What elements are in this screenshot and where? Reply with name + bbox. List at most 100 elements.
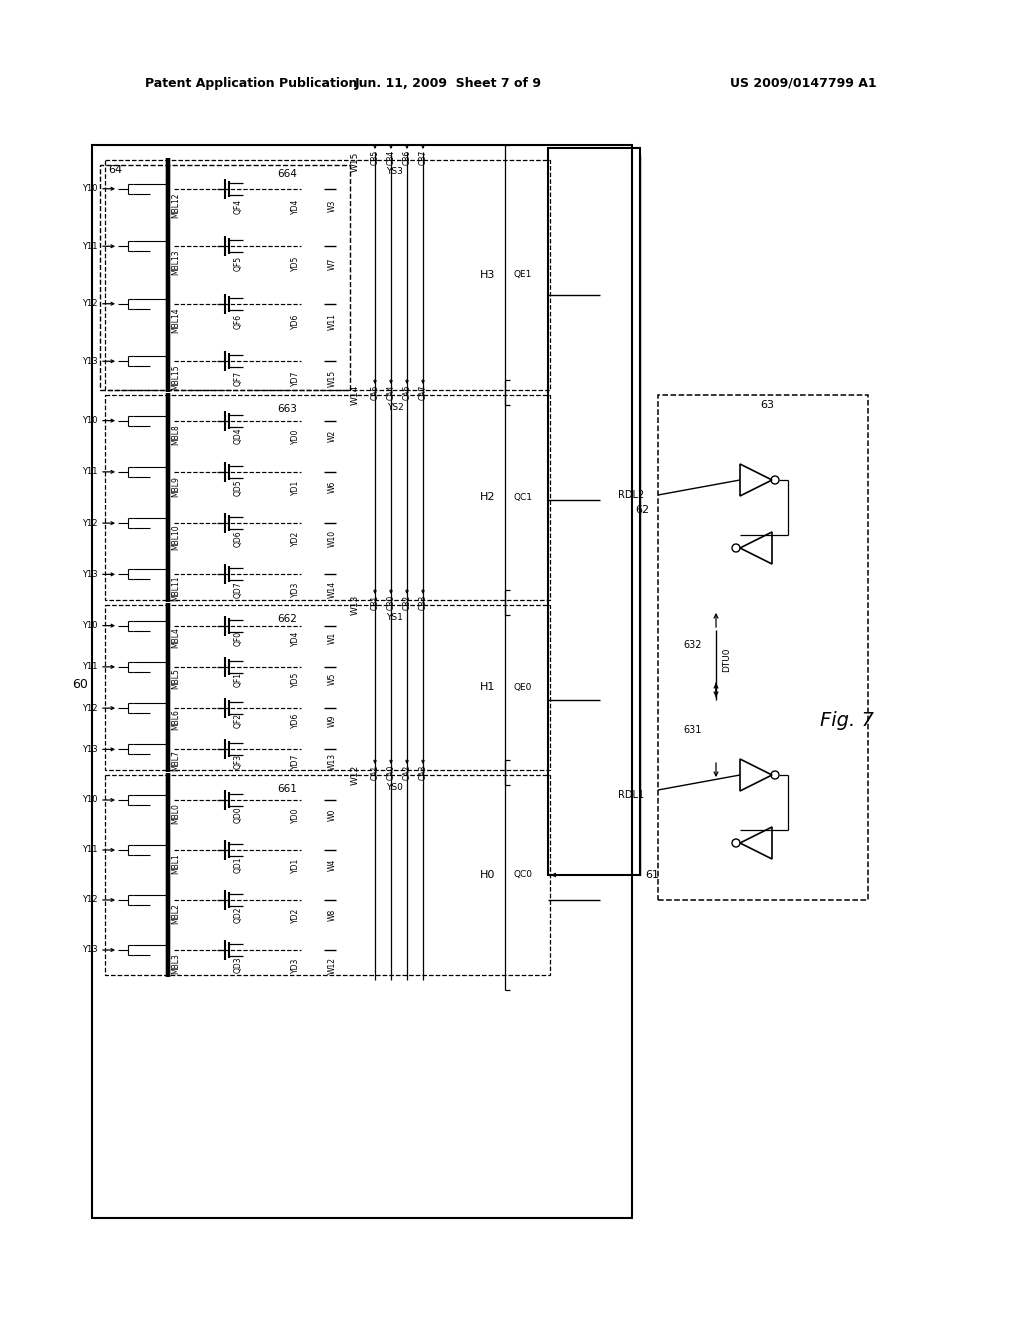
Text: QD0: QD0 (233, 807, 243, 824)
Text: YD5: YD5 (291, 672, 299, 686)
Text: W5: W5 (328, 673, 337, 685)
Text: QE0: QE0 (513, 682, 531, 692)
Text: CB6: CB6 (402, 149, 412, 165)
Text: YD7: YD7 (291, 754, 299, 770)
Text: Y12: Y12 (83, 300, 98, 309)
Text: CA5: CA5 (371, 384, 380, 400)
Text: W11: W11 (328, 313, 337, 330)
Text: Patent Application Publication: Patent Application Publication (145, 77, 357, 90)
Text: US 2009/0147799 A1: US 2009/0147799 A1 (730, 77, 877, 90)
Text: QF7: QF7 (233, 371, 243, 385)
Text: MBL15: MBL15 (171, 364, 180, 391)
Text: 60: 60 (72, 678, 88, 692)
Text: YD1: YD1 (291, 479, 299, 495)
Text: CB2: CB2 (402, 594, 412, 610)
Text: CA4: CA4 (386, 384, 395, 400)
Text: Y11: Y11 (83, 663, 98, 672)
Text: W13: W13 (350, 595, 359, 615)
Text: Fig. 7: Fig. 7 (820, 710, 873, 730)
Text: YD3: YD3 (291, 957, 299, 973)
Text: MBL2: MBL2 (171, 904, 180, 924)
Text: Y12: Y12 (83, 704, 98, 713)
Text: H2: H2 (480, 492, 496, 503)
Text: 663: 663 (278, 404, 297, 414)
Text: CA6: CA6 (402, 384, 412, 400)
Bar (658, 395, 868, 900)
Text: W9: W9 (328, 714, 337, 727)
Text: QC1: QC1 (513, 492, 532, 502)
Text: W12: W12 (328, 957, 337, 974)
Text: W0: W0 (328, 809, 337, 821)
Text: CA0: CA0 (386, 764, 395, 780)
Text: YS3: YS3 (387, 168, 403, 177)
Text: H3: H3 (480, 271, 496, 280)
Text: W2: W2 (328, 430, 337, 442)
Text: YD7: YD7 (291, 371, 299, 387)
Text: QF0: QF0 (233, 631, 243, 645)
Text: MBL8: MBL8 (171, 425, 180, 445)
Text: Jun. 11, 2009  Sheet 7 of 9: Jun. 11, 2009 Sheet 7 of 9 (354, 77, 542, 90)
Text: YD6: YD6 (291, 313, 299, 329)
Text: W8: W8 (328, 909, 337, 921)
Text: QF3: QF3 (233, 754, 243, 770)
Text: QF2: QF2 (233, 713, 243, 729)
Bar (92, 145, 632, 1218)
Text: Y13: Y13 (82, 570, 98, 579)
Text: CB4: CB4 (386, 149, 395, 165)
Text: MBL14: MBL14 (171, 308, 180, 333)
Text: QF5: QF5 (233, 256, 243, 271)
Text: Y13: Y13 (82, 744, 98, 754)
Text: YD4: YD4 (291, 198, 299, 214)
Text: W15: W15 (350, 152, 359, 172)
Text: MBL7: MBL7 (171, 751, 180, 771)
Text: 632: 632 (683, 640, 702, 649)
Text: W13: W13 (328, 754, 337, 771)
Text: Y10: Y10 (83, 416, 98, 425)
Bar (105, 775, 550, 975)
Text: Y13: Y13 (82, 356, 98, 366)
Text: W6: W6 (328, 480, 337, 494)
Text: W15: W15 (328, 370, 337, 387)
Text: Y12: Y12 (83, 895, 98, 904)
Text: H0: H0 (480, 870, 496, 880)
Bar (548, 148, 640, 875)
Text: DTU0: DTU0 (722, 648, 731, 672)
Text: MBL0: MBL0 (171, 804, 180, 825)
Text: YD1: YD1 (291, 858, 299, 873)
Text: QF6: QF6 (233, 313, 243, 329)
Text: W14: W14 (328, 581, 337, 598)
Text: CA7: CA7 (419, 384, 427, 400)
Text: MBL1: MBL1 (171, 854, 180, 874)
Text: W10: W10 (328, 529, 337, 546)
Text: 63: 63 (760, 400, 774, 411)
Text: YD0: YD0 (291, 808, 299, 822)
Text: 64: 64 (108, 165, 122, 176)
Text: MBL13: MBL13 (171, 249, 180, 275)
Text: YD0: YD0 (291, 428, 299, 444)
Text: QD3: QD3 (233, 957, 243, 973)
Text: YD2: YD2 (291, 531, 299, 546)
Text: YD6: YD6 (291, 713, 299, 729)
Text: 62: 62 (635, 506, 649, 515)
Text: Y11: Y11 (83, 467, 98, 477)
Text: W4: W4 (328, 859, 337, 871)
Text: QF4: QF4 (233, 198, 243, 214)
Text: RDL2: RDL2 (617, 490, 644, 500)
Text: 61: 61 (645, 870, 659, 880)
Text: YD5: YD5 (291, 256, 299, 271)
Text: CB3: CB3 (419, 594, 427, 610)
Bar (105, 605, 550, 770)
Bar (105, 160, 550, 389)
Text: CB0: CB0 (386, 594, 395, 610)
Text: Y11: Y11 (83, 242, 98, 251)
Text: Y12: Y12 (83, 519, 98, 528)
Text: CB5: CB5 (371, 149, 380, 165)
Text: YD2: YD2 (291, 907, 299, 923)
Bar (100, 165, 350, 389)
Text: W3: W3 (328, 199, 337, 213)
Text: MBL5: MBL5 (171, 668, 180, 689)
Text: YD3: YD3 (291, 582, 299, 598)
Bar (105, 395, 550, 601)
Text: W1: W1 (328, 632, 337, 644)
Text: Y11: Y11 (83, 846, 98, 854)
